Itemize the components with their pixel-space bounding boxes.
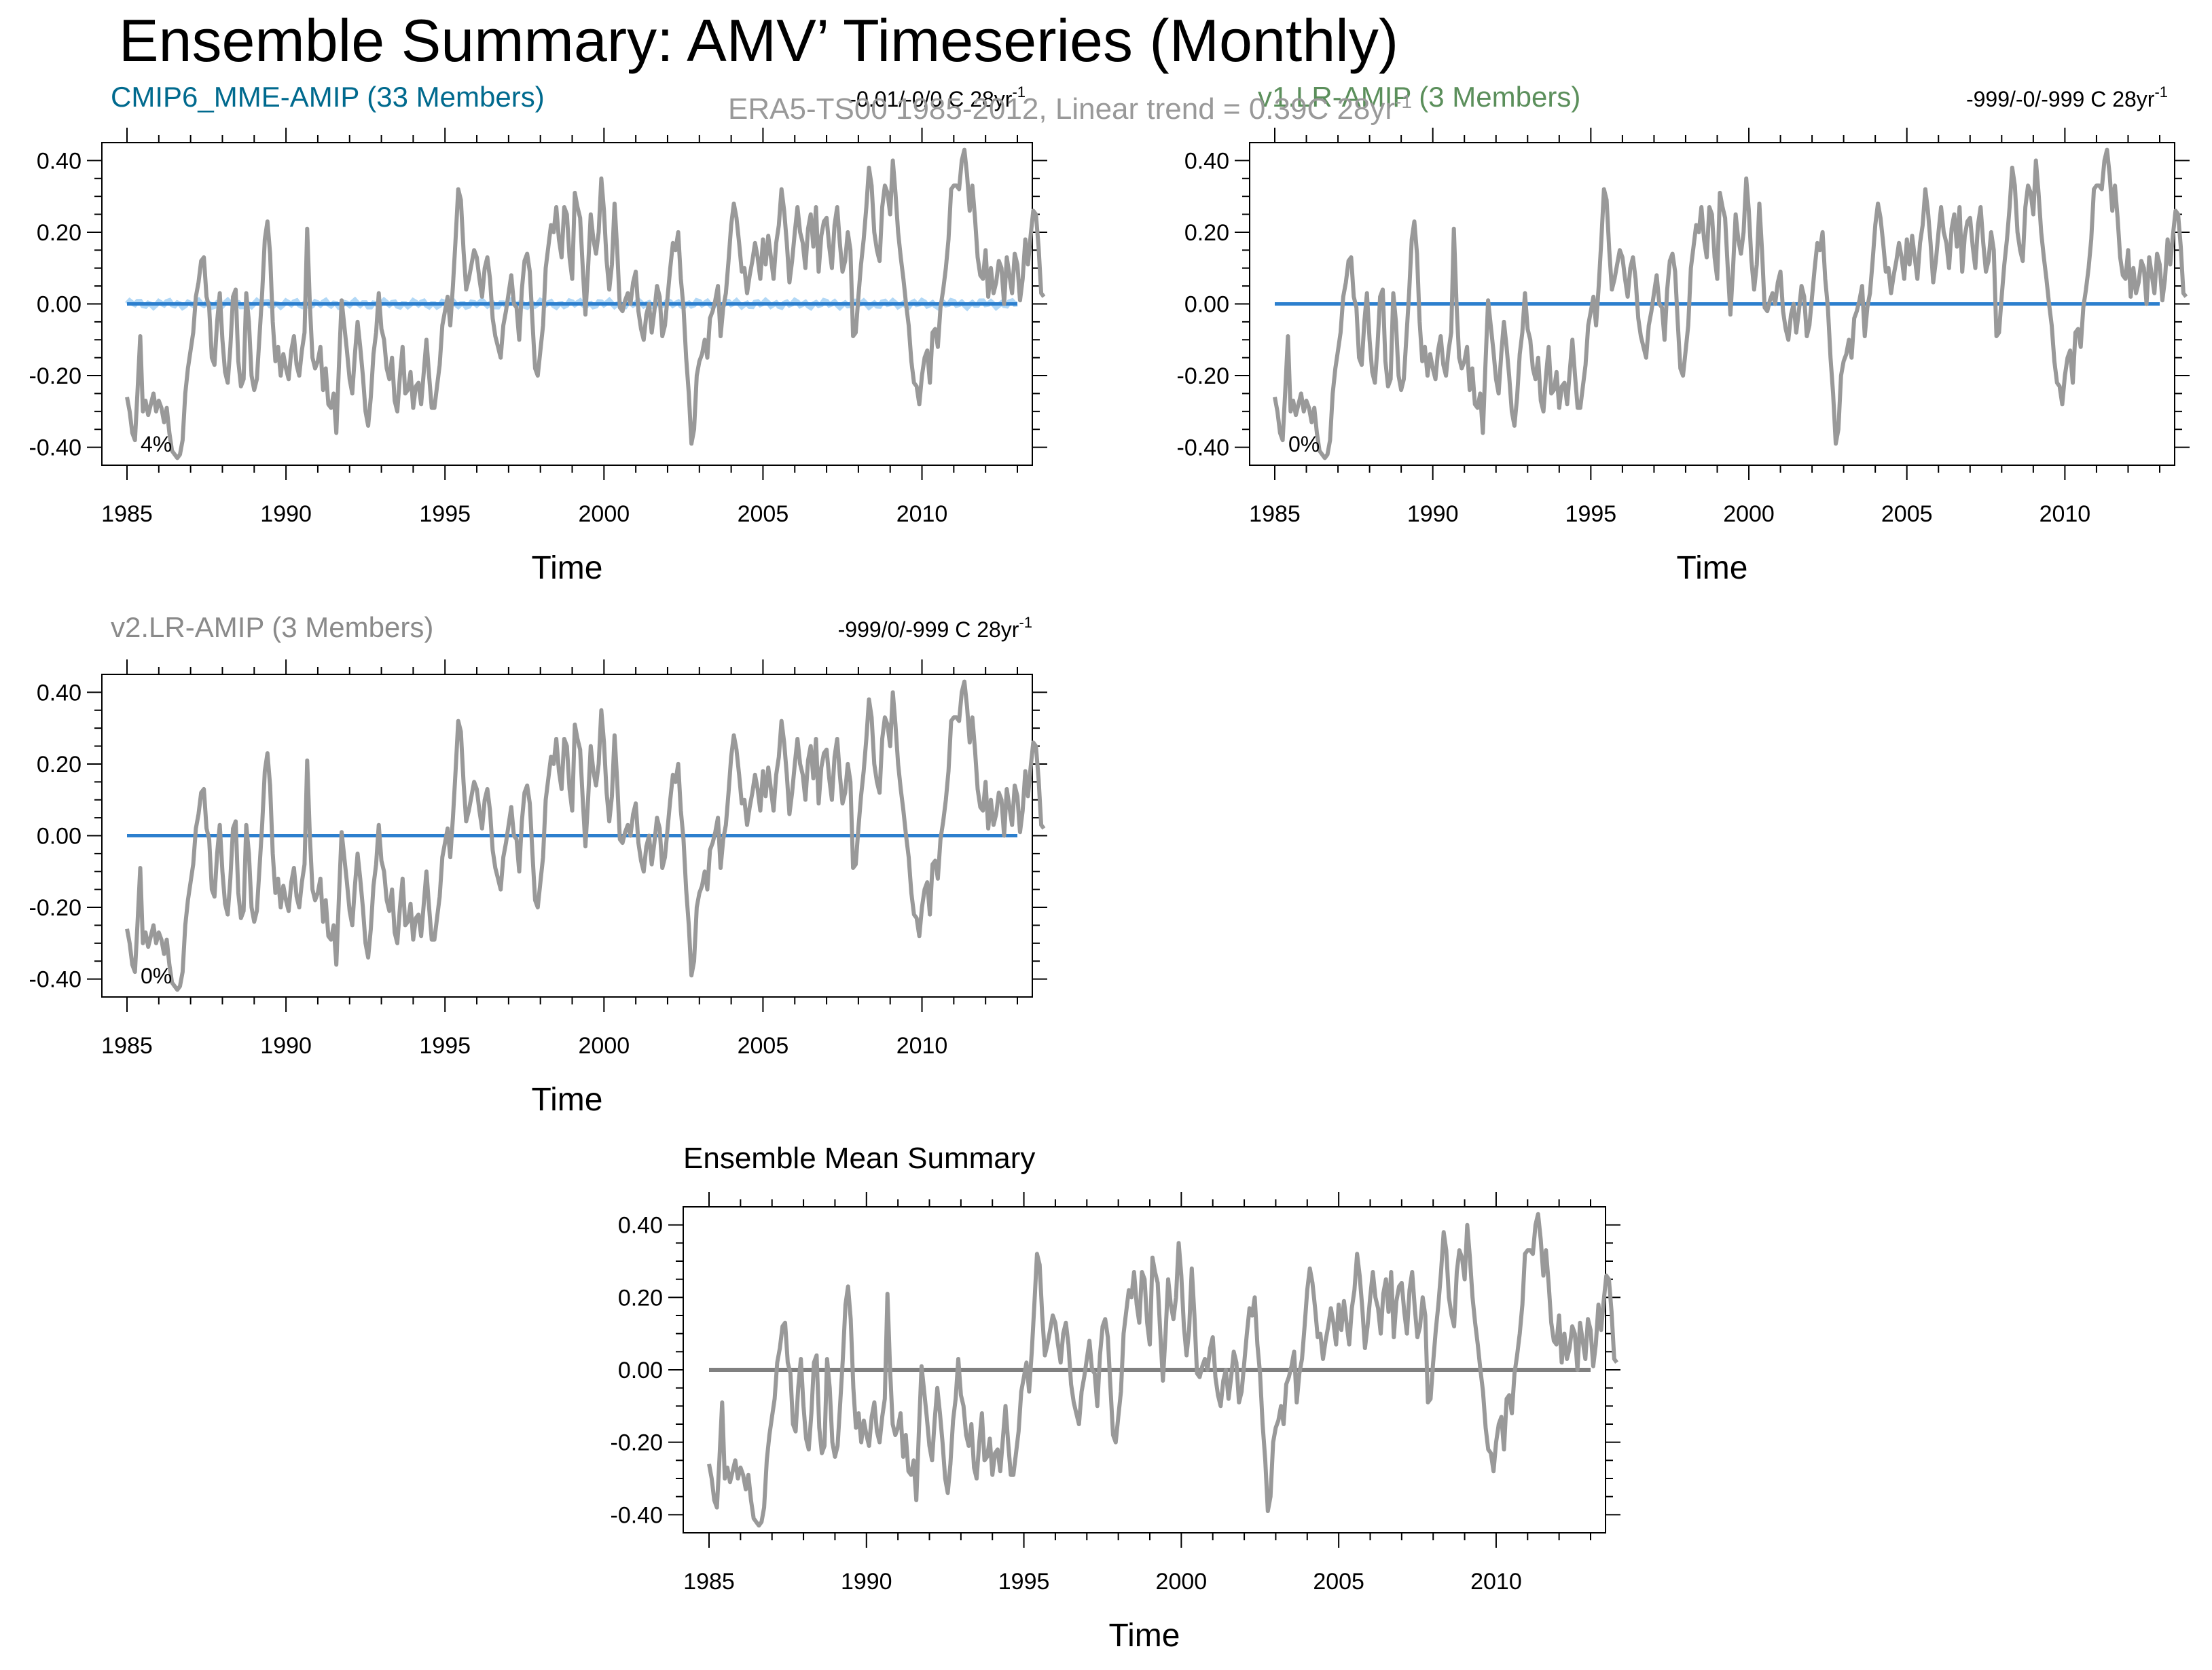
x-tick-label: 1995 — [1565, 501, 1617, 527]
x-tick-label: 1995 — [419, 1033, 471, 1059]
x-tick-label: 2010 — [1470, 1569, 1522, 1595]
x-tick-label: 2010 — [896, 1033, 948, 1059]
x-tick-label: 2005 — [738, 1033, 789, 1059]
chart-panel-4: 0.40 0.20 0.00 -0.20 -0.40 1985 1990 1995 2000 20… — [611, 1142, 1620, 1654]
y-tick-label: -0.40 — [29, 435, 82, 461]
chart-panel-3: 0.40 0.20 0.00 -0.20 -0.40 1985 1990 1995 2000 20… — [29, 611, 1047, 1118]
observation-line — [125, 679, 1046, 992]
figure-title: Ensemble Summary: AMV’ Timeseries (Month… — [119, 7, 1398, 74]
chart-panel-1: 0.40 0.20 0.00 -0.20 -0.40 1985 1990 1995 2000 20… — [29, 81, 1047, 586]
trend-label-superscript: -1 — [2154, 84, 2168, 101]
x-tick-label: 1985 — [683, 1569, 735, 1595]
y-tick-label: 0.20 — [37, 752, 81, 778]
y-tick-label: -0.20 — [611, 1430, 664, 1456]
obs-reference-label-superscript: -1 — [1395, 91, 1412, 112]
x-tick-label: 1995 — [998, 1569, 1050, 1595]
y-tick-label: 0.00 — [37, 824, 81, 850]
x-axis-label: Time — [1109, 1618, 1180, 1654]
y-tick-label: 0.20 — [37, 220, 81, 246]
x-tick-label: 1990 — [841, 1569, 892, 1595]
y-tick-label: 0.40 — [1184, 148, 1229, 174]
panel-title: v2.LR-AMIP (3 Members) — [111, 611, 433, 643]
x-tick-label: 2000 — [579, 1033, 630, 1059]
x-tick-label: 2010 — [896, 501, 948, 527]
trend-label: -999/0/-999 C 28yr-1 — [838, 614, 1032, 642]
x-tick-label: 2000 — [579, 501, 630, 527]
panel-title: v1.LR-AMIP (3 Members) — [1258, 81, 1580, 113]
panels-group: 0.40 0.20 0.00 -0.20 -0.40 1985 1990 1995 2000 20… — [29, 81, 2190, 1654]
x-axis-label: Time — [1677, 550, 1748, 586]
y-tick-label: 0.00 — [37, 292, 81, 318]
y-tick-label: -0.40 — [611, 1502, 664, 1528]
percent-label: 0% — [141, 964, 172, 988]
observation-line — [707, 1212, 1619, 1528]
y-tick-label: -0.40 — [29, 967, 82, 993]
x-tick-label: 1995 — [419, 501, 471, 527]
x-tick-label: 1985 — [101, 1033, 153, 1059]
trend-label-text: -999/-0/-999 C 28yr — [1966, 87, 2155, 111]
obs-reference-label-text: ERA5-TS00 1985-2012, Linear trend = 0.39… — [728, 92, 1395, 126]
x-tick-label: 1985 — [101, 501, 153, 527]
observation-line — [125, 147, 1046, 460]
y-tick-label: -0.20 — [1177, 363, 1230, 389]
y-tick-label: 0.40 — [37, 148, 81, 174]
panel-title: Ensemble Mean Summary — [683, 1142, 1035, 1175]
x-tick-label: 1990 — [1407, 501, 1459, 527]
panel-title: CMIP6_MME-AMIP (33 Members) — [111, 81, 545, 113]
x-tick-label: 2005 — [1881, 501, 1933, 527]
trend-label-text: -999/0/-999 C 28yr — [838, 617, 1019, 642]
observation-line — [1273, 147, 2188, 460]
trend-label-superscript: -1 — [1012, 84, 1026, 101]
y-tick-label: -0.20 — [29, 363, 82, 389]
y-tick-label: 0.20 — [1184, 220, 1229, 246]
x-tick-label: 1990 — [260, 501, 312, 527]
trend-label-text: -0.01/-0/0 C 28yr — [849, 87, 1012, 111]
x-tick-label: 1990 — [260, 1033, 312, 1059]
x-tick-label: 1985 — [1249, 501, 1301, 527]
y-tick-label: 0.40 — [37, 680, 81, 706]
chart-panel-2: 0.40 0.20 0.00 -0.20 -0.40 1985 1990 1995 2000 20… — [1177, 81, 2190, 586]
trend-label: -0.01/-0/0 C 28yr-1 — [849, 84, 1026, 111]
y-tick-label: -0.20 — [29, 895, 82, 921]
x-tick-label: 2000 — [1156, 1569, 1208, 1595]
y-tick-label: 0.00 — [1184, 292, 1229, 318]
y-tick-label: -0.40 — [1177, 435, 1230, 461]
obs-reference-label: ERA5-TS00 1985-2012, Linear trend = 0.39… — [728, 91, 1412, 126]
x-tick-label: 2005 — [738, 501, 789, 527]
y-tick-label: 0.20 — [618, 1285, 663, 1311]
x-axis-label: Time — [532, 550, 603, 586]
percent-label: 0% — [1288, 432, 1320, 456]
y-tick-label: 0.40 — [618, 1213, 663, 1239]
percent-label: 4% — [141, 432, 172, 456]
trend-label-superscript: -1 — [1019, 614, 1032, 631]
x-tick-label: 2000 — [1723, 501, 1775, 527]
x-tick-label: 2010 — [2039, 501, 2091, 527]
x-axis-label: Time — [532, 1082, 603, 1118]
x-tick-label: 2005 — [1313, 1569, 1364, 1595]
trend-label: -999/-0/-999 C 28yr-1 — [1966, 84, 2168, 111]
y-tick-label: 0.00 — [618, 1358, 663, 1383]
